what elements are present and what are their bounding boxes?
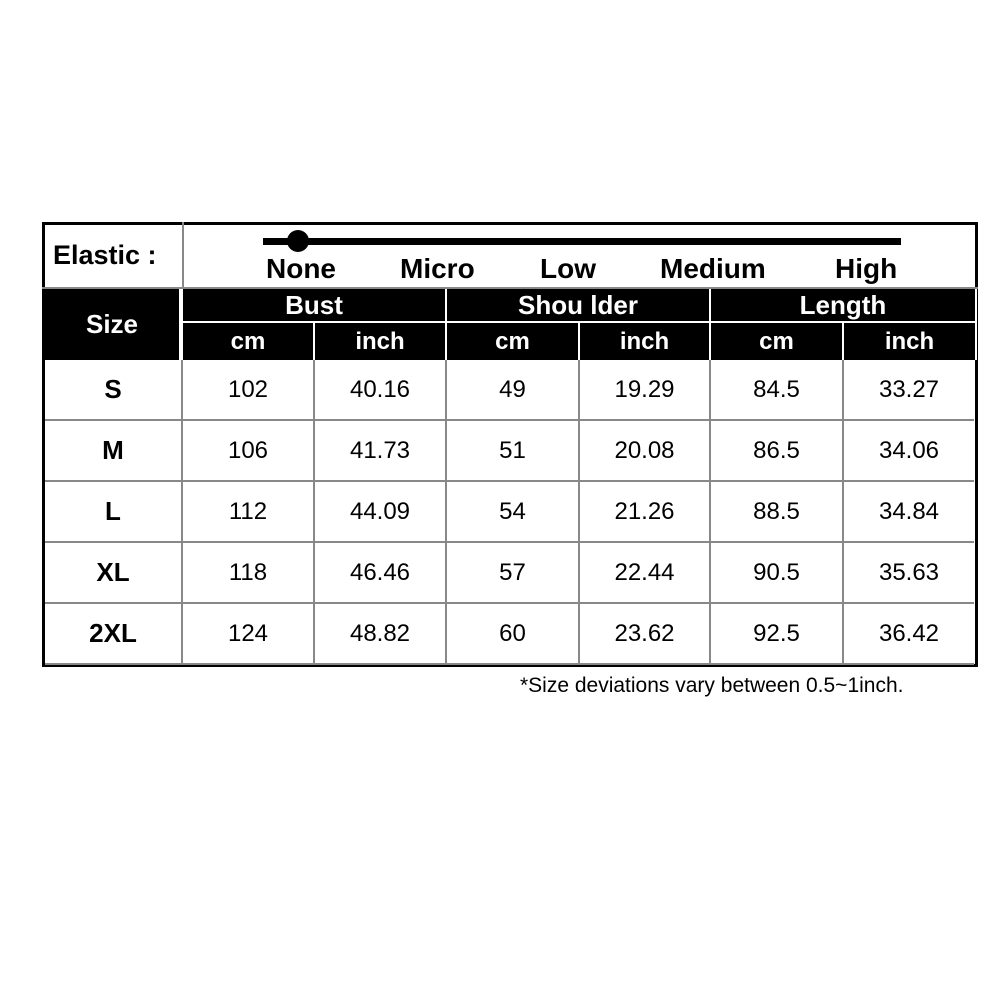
row-divider [42, 287, 978, 289]
value-cell: 57 [447, 543, 580, 604]
value-cell: 102 [183, 360, 315, 421]
size-cell: XL [45, 543, 183, 604]
value-cell: 84.5 [711, 360, 844, 421]
value-cell: 92.5 [711, 604, 844, 665]
value-cell: 34.06 [844, 421, 974, 482]
header-group: Length [711, 289, 977, 323]
header-unit: cm [447, 323, 580, 360]
header-unit: cm [183, 323, 315, 360]
value-cell: 86.5 [711, 421, 844, 482]
value-cell: 112 [183, 482, 315, 543]
value-cell: 51 [447, 421, 580, 482]
value-cell: 23.62 [580, 604, 711, 665]
header-unit: inch [844, 323, 977, 360]
value-cell: 118 [183, 543, 315, 604]
header-unit: inch [315, 323, 447, 360]
value-cell: 44.09 [315, 482, 447, 543]
elastic-label: Elastic : [53, 240, 157, 270]
header-group: Bust [183, 289, 447, 323]
elastic-level-low: Low [540, 253, 596, 284]
value-cell: 49 [447, 360, 580, 421]
value-cell: 48.82 [315, 604, 447, 665]
value-cell: 21.26 [580, 482, 711, 543]
value-cell: 20.08 [580, 421, 711, 482]
value-cell: 35.63 [844, 543, 974, 604]
value-cell: 40.16 [315, 360, 447, 421]
value-cell: 60 [447, 604, 580, 665]
value-cell: 46.46 [315, 543, 447, 604]
header-unit: inch [580, 323, 711, 360]
elastic-level-none: None [266, 253, 336, 284]
col-divider [182, 222, 184, 288]
value-cell: 19.29 [580, 360, 711, 421]
elastic-level-high: High [835, 253, 898, 284]
header-size: Size [45, 289, 181, 360]
value-cell: 36.42 [844, 604, 974, 665]
size-note: *Size deviations vary between 0.5~1inch. [520, 674, 904, 697]
value-cell: 22.44 [580, 543, 711, 604]
value-cell: 88.5 [711, 482, 844, 543]
header-unit: cm [711, 323, 844, 360]
size-chart-table [42, 222, 978, 667]
elastic-level-micro: Micro [400, 253, 475, 284]
size-cell: 2XL [45, 604, 183, 665]
value-cell: 41.73 [315, 421, 447, 482]
value-cell: 90.5 [711, 543, 844, 604]
elastic-level-medium: Medium [660, 253, 766, 284]
value-cell: 106 [183, 421, 315, 482]
size-cell: S [45, 360, 183, 421]
header-group: Shou lder [447, 289, 711, 323]
value-cell: 34.84 [844, 482, 974, 543]
size-cell: M [45, 421, 183, 482]
elastic-scale-marker [287, 230, 309, 252]
value-cell: 54 [447, 482, 580, 543]
size-cell: L [45, 482, 183, 543]
elastic-scale-line [263, 238, 901, 245]
value-cell: 124 [183, 604, 315, 665]
value-cell: 33.27 [844, 360, 974, 421]
